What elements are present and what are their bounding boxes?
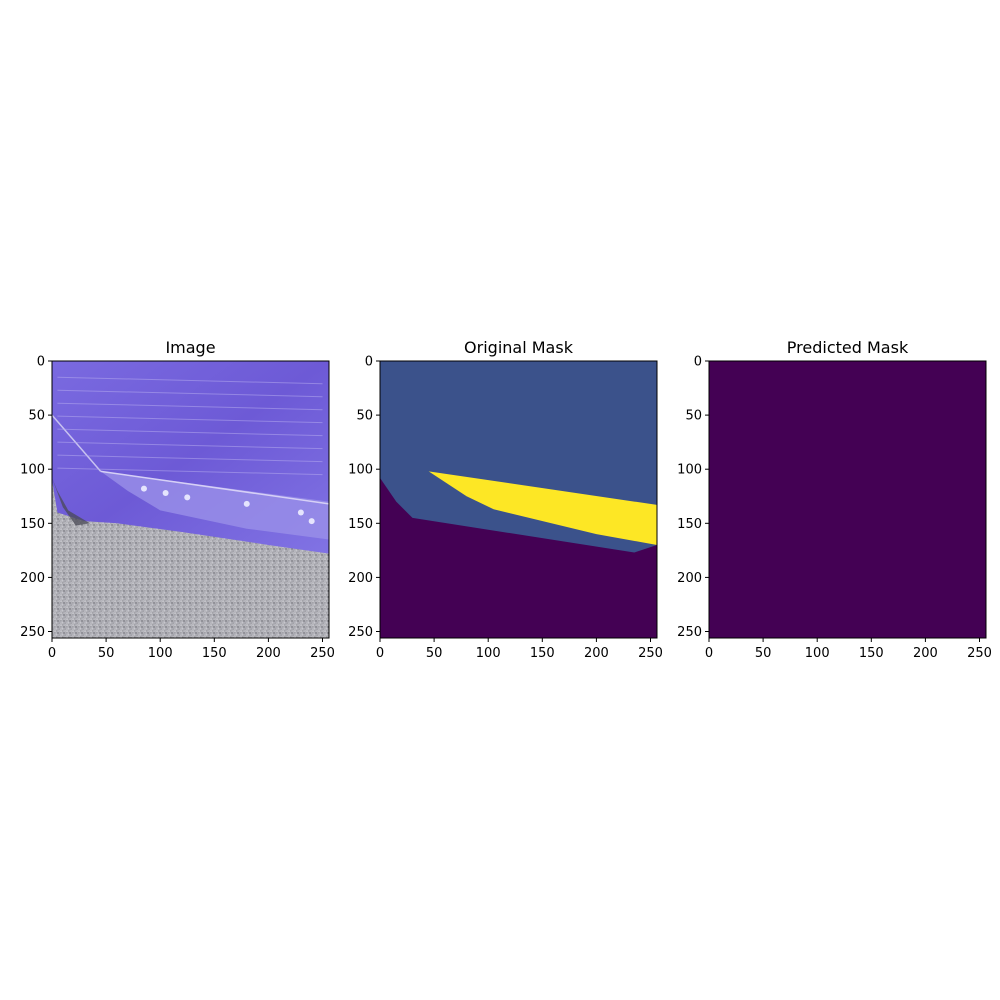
x-tick-label: 0	[705, 646, 713, 661]
photo-streak	[57, 415, 323, 424]
panel-title: Image	[165, 338, 215, 357]
y-tick-label: 200	[348, 571, 373, 586]
x-tick-label: 0	[376, 646, 384, 661]
x-tick-label: 250	[967, 646, 992, 661]
photo-dent-spot	[243, 500, 250, 507]
y-tick-label: 150	[348, 517, 373, 532]
panel-image	[380, 361, 657, 638]
x-tick-label: 250	[310, 646, 335, 661]
y-tick-label: 200	[677, 571, 702, 586]
x-tick-label: 0	[48, 646, 56, 661]
x-tick-label: 150	[859, 646, 884, 661]
photo-dent-spot	[162, 490, 169, 497]
y-tick-label: 250	[348, 625, 373, 640]
photo-dent-spot	[297, 509, 304, 516]
x-tick-label: 50	[98, 646, 115, 661]
x-tick-label: 50	[426, 646, 443, 661]
photo-tire-shadow	[52, 477, 90, 526]
x-tick-label: 50	[755, 646, 772, 661]
y-tick-label: 0	[694, 355, 702, 370]
y-tick-label: 50	[28, 409, 45, 424]
axes-frame	[51, 360, 330, 639]
axes-frame	[708, 360, 987, 639]
photo-body-line	[100, 470, 329, 505]
photo-streak	[57, 376, 323, 385]
y-tick-label: 50	[685, 409, 702, 424]
y-tick-label: 250	[677, 625, 702, 640]
mask-region-class-2	[428, 471, 657, 545]
photo-side-trim	[100, 471, 329, 540]
axes-frame	[379, 360, 658, 639]
y-tick-label: 100	[348, 463, 373, 478]
x-tick-label: 200	[256, 646, 281, 661]
x-tick-label: 100	[476, 646, 501, 661]
photo-streak	[57, 441, 323, 450]
x-tick-label: 150	[202, 646, 227, 661]
panel-title: Predicted Mask	[787, 338, 909, 357]
y-tick-label: 150	[20, 517, 45, 532]
photo-streak	[57, 402, 323, 411]
x-tick-label: 200	[584, 646, 609, 661]
panel-image	[52, 361, 329, 638]
photo-streak	[57, 389, 323, 398]
x-tick-label: 100	[148, 646, 173, 661]
photo-streak	[57, 454, 323, 463]
y-tick-label: 100	[677, 463, 702, 478]
photo-streak	[57, 428, 323, 437]
photo-dent-spot	[140, 485, 147, 492]
y-tick-label: 250	[20, 625, 45, 640]
y-tick-label: 0	[365, 355, 373, 370]
panel-title: Original Mask	[464, 338, 574, 357]
x-tick-label: 150	[530, 646, 555, 661]
photo-streak	[57, 467, 323, 476]
y-tick-label: 200	[20, 571, 45, 586]
x-tick-label: 200	[913, 646, 938, 661]
photo-dent-spot	[184, 494, 191, 501]
x-tick-label: 100	[805, 646, 830, 661]
mask-background	[709, 361, 986, 638]
x-tick-label: 250	[638, 646, 663, 661]
y-tick-label: 50	[356, 409, 373, 424]
panel-image	[709, 361, 986, 638]
photo-dent-spot	[308, 518, 315, 525]
y-tick-label: 100	[20, 463, 45, 478]
y-tick-label: 150	[677, 517, 702, 532]
y-tick-label: 0	[37, 355, 45, 370]
photo-body-line	[52, 414, 102, 472]
